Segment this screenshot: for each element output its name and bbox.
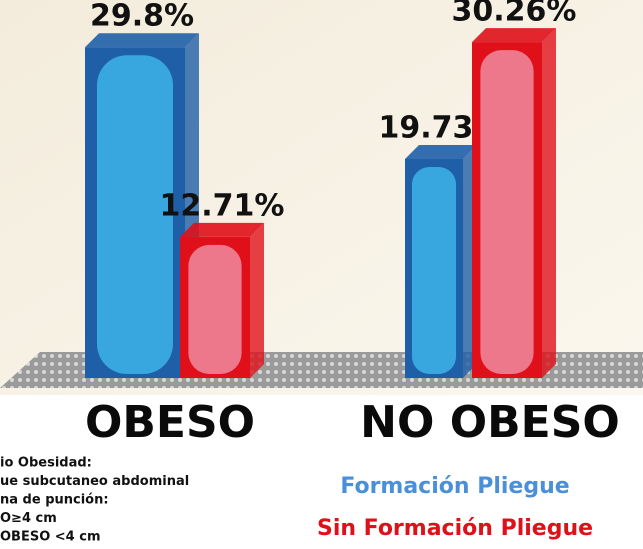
value-label: 30.26% — [452, 0, 577, 29]
figure — [188, 245, 241, 374]
bar-top — [472, 28, 556, 42]
note: ue subcutaneo abdominal — [0, 474, 189, 489]
bar-top — [85, 33, 199, 47]
legend-entry: Sin Formación Pliegue — [317, 516, 593, 541]
value-label: 29.8% — [90, 0, 194, 34]
figure — [480, 50, 533, 374]
legend-entry: Formación Pliegue — [340, 474, 569, 499]
bar-side — [250, 223, 264, 378]
bar-top — [180, 223, 264, 237]
note: O≥4 cm — [0, 511, 57, 526]
note: na de punción: — [0, 493, 109, 508]
category-label: OBESO — [85, 397, 255, 448]
note: io Obesidad: — [0, 456, 92, 471]
value-label: 12.71% — [160, 188, 285, 223]
category-label: NO OBESO — [360, 397, 620, 448]
bar-side — [542, 28, 556, 378]
note: OBESO <4 cm — [0, 530, 101, 545]
figure — [412, 167, 456, 374]
chart: 29.8%12.71%OBESO19.73%30.26%NO OBESOForm… — [0, 0, 643, 549]
